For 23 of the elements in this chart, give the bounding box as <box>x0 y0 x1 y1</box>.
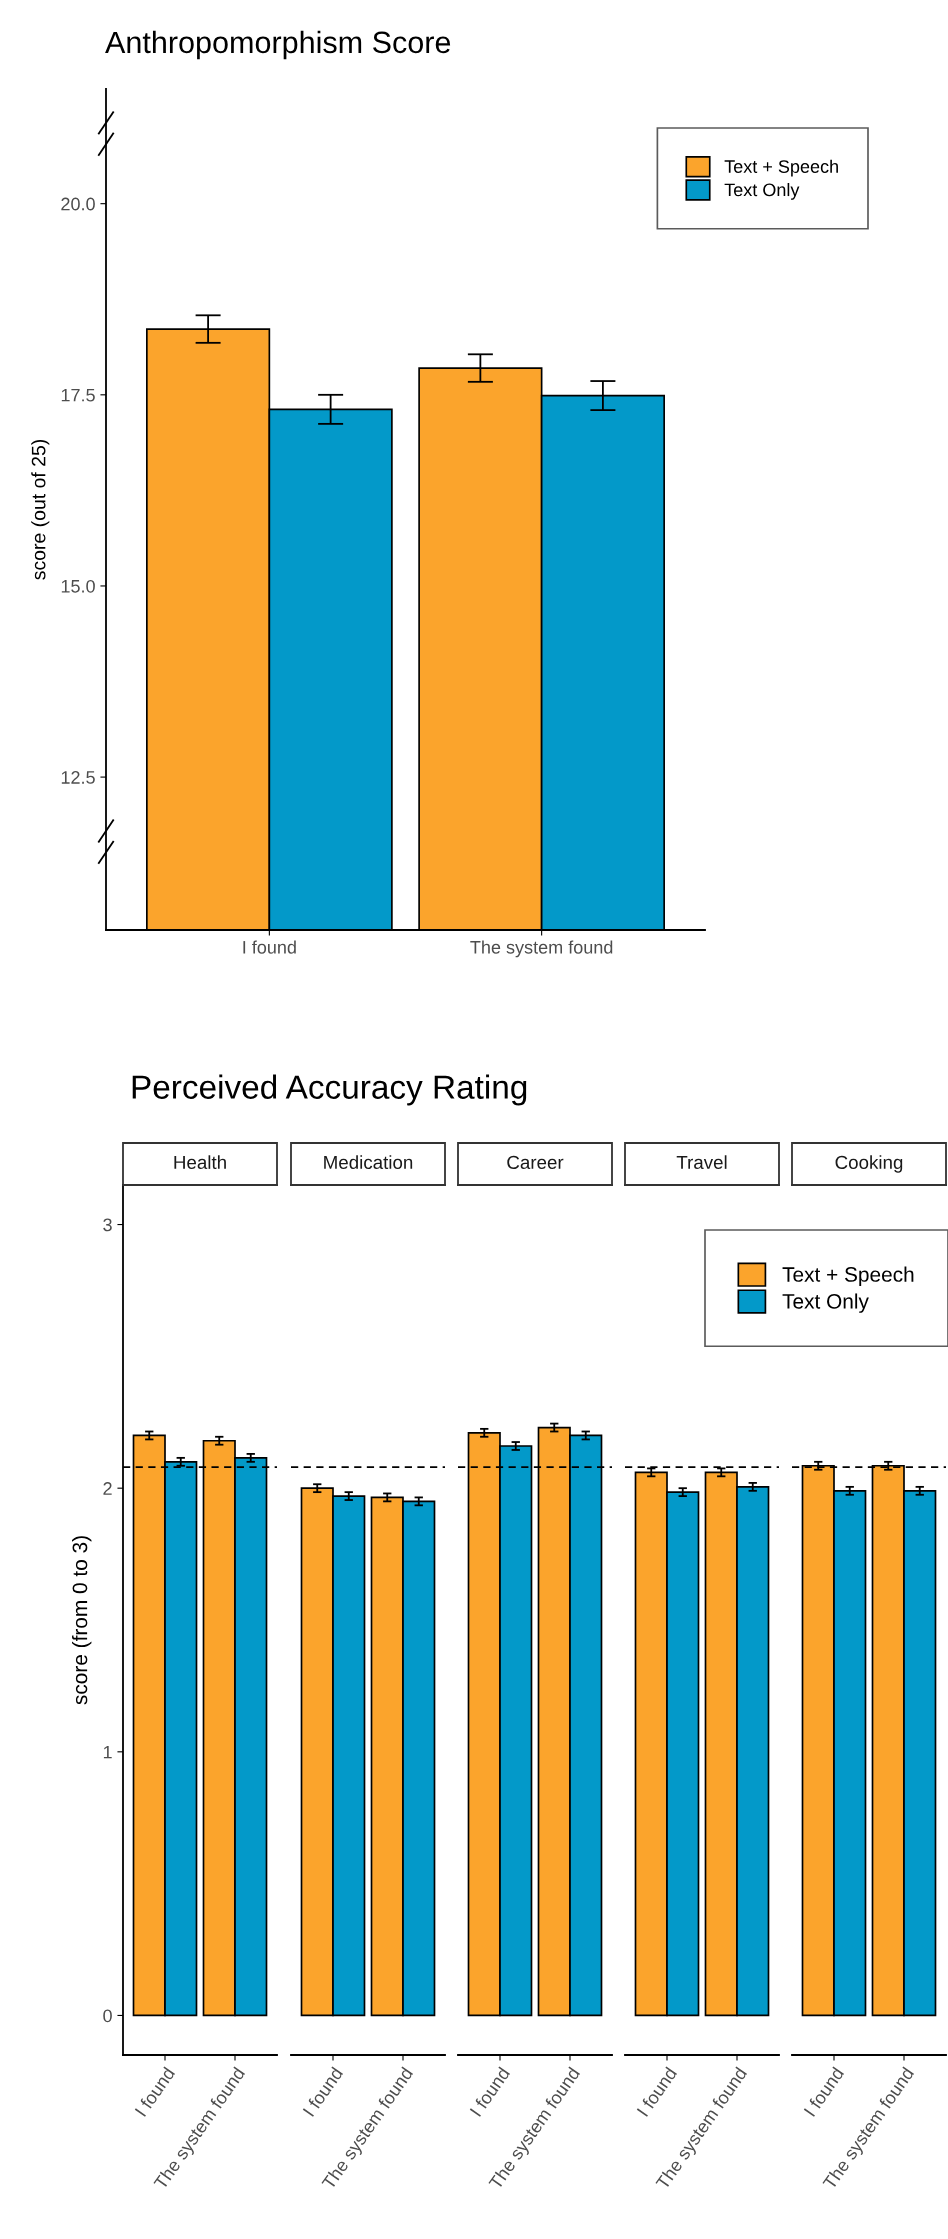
chart-title: Anthropomorphism Score <box>105 30 451 60</box>
legend-label: Text + Speech <box>724 159 838 177</box>
x-tick-label: The system found <box>470 940 613 958</box>
y-tick-label: 2 <box>103 1482 112 1495</box>
y-tick-label: 3 <box>103 1218 112 1232</box>
chart-subtitle: Health <box>174 1155 226 1170</box>
y-tick-label: 17.5 <box>61 388 95 402</box>
y-tick-label: 1 <box>103 1745 112 1759</box>
y-axis-title: score (out of 25) <box>31 439 50 580</box>
chart-subtitle: Medication <box>324 1155 413 1170</box>
legend-label: Text + Speech <box>782 1266 914 1286</box>
y-tick-label: 12.5 <box>61 771 95 784</box>
y-axis-title: score (from 0 to 3) <box>72 1536 92 1705</box>
y-tick-label: 15.0 <box>61 579 95 593</box>
y-tick-label: 20.0 <box>61 197 95 211</box>
legend-label: Text Only <box>724 182 800 200</box>
y-tick-label: 0 <box>103 2009 112 2023</box>
legend-label: Text Only <box>782 1293 869 1313</box>
chart-subtitle: Career <box>507 1155 564 1170</box>
chart-subtitle: Travel <box>676 1155 727 1170</box>
chart-subtitle: Cooking <box>835 1155 903 1173</box>
x-tick-label: I found <box>243 940 296 954</box>
chart-title: Perceived Accuracy Rating <box>132 1074 527 1106</box>
